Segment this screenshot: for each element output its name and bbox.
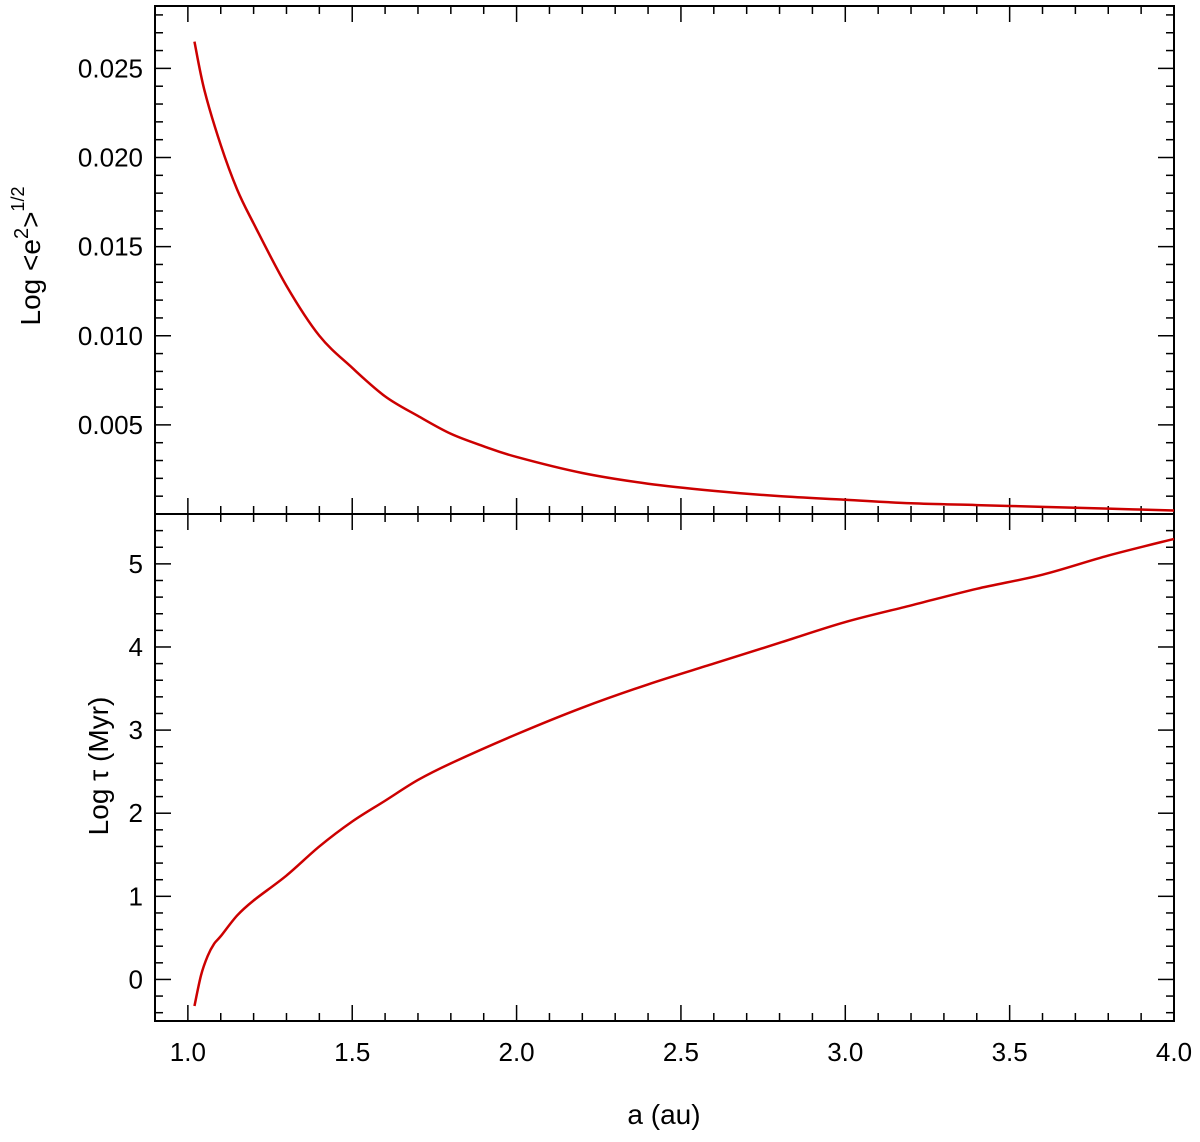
bottom-plot-frame [154,513,1175,1022]
x-tick-label: 3.5 [992,1037,1028,1067]
bottom-y-axis-label: Log τ (Myr) [83,697,114,836]
x-axis-label: a (au) [627,1099,700,1130]
bottom-y-tick-label: 4 [129,632,143,662]
x-tick-label: 1.0 [170,1037,206,1067]
x-tick-label: 2.5 [663,1037,699,1067]
bottom-y-tick-label: 3 [129,715,143,745]
top-y-label-mid: > [15,212,46,228]
top-y-tick-label: 0.020 [78,143,143,173]
top-y-label-sup2: 1/2 [8,187,28,212]
x-tick-label: 1.5 [334,1037,370,1067]
bottom-y-tick-label: 2 [129,798,143,828]
x-tick-label: 4.0 [1156,1037,1192,1067]
top-y-tick-label: 0.015 [78,232,143,262]
bottom-y-tick-label: 5 [129,549,143,579]
top-plot-frame [154,5,1175,515]
top-y-label-sup1: 2 [11,228,33,239]
x-tick-label: 3.0 [827,1037,863,1067]
top-y-axis-label: Log <e2>1/2 [8,187,46,326]
top-y-label-main: Log <e [15,239,46,325]
top-series-line [193,41,1175,512]
bottom-y-tick-label: 0 [129,964,143,994]
bottom-panel: 0 1 2 3 4 5 1.0 1.5 2.0 2.5 3.0 3.5 4.0 [129,513,1192,1067]
top-panel: 0.005 0.010 0.015 0.020 0.025 [78,5,1175,515]
x-tick-label: 2.0 [499,1037,535,1067]
top-y-tick-label: 0.025 [78,53,143,83]
top-y-tick-label: 0.005 [78,410,143,440]
bottom-y-tick-label: 1 [129,881,143,911]
top-y-tick-label: 0.010 [78,321,143,351]
bottom-series-line [193,537,1175,1007]
